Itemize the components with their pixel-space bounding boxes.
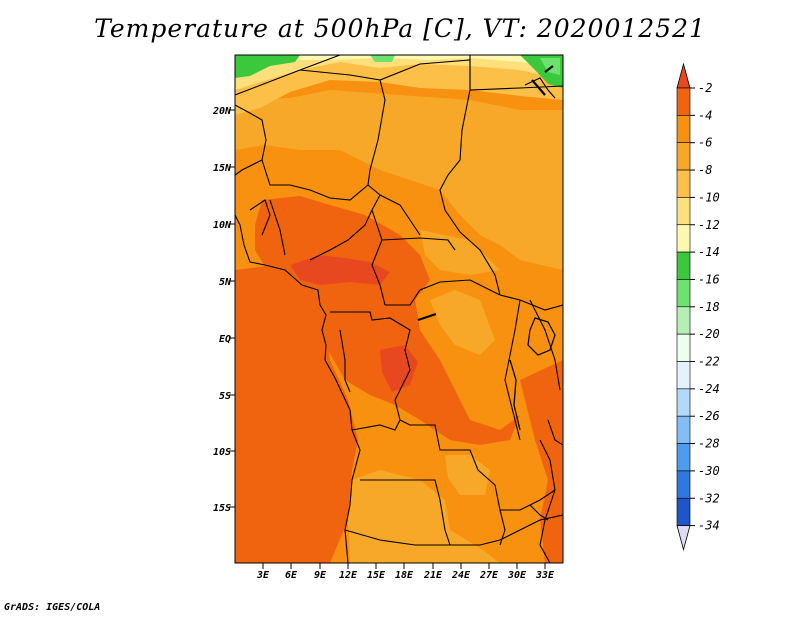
latitude-ticks <box>229 109 235 508</box>
longitude-labels: 3E 6E 9E 12E 15E 18E 21E 24E 27E 30E 33E <box>256 570 555 581</box>
colorbar-swatch <box>676 497 691 526</box>
colorbar-label: -2 <box>698 81 712 95</box>
colorbar-swatch <box>676 361 691 390</box>
lon-label-12e: 12E <box>339 570 358 581</box>
colorbar-swatch <box>676 87 691 116</box>
colorbar-swatch <box>676 443 691 472</box>
lon-label-30e: 30E <box>507 570 527 581</box>
lat-label-5s: 5S <box>219 391 231 402</box>
colorbar-label: -10 <box>698 190 720 204</box>
lon-label-27e: 27E <box>479 570 499 581</box>
lon-label-21e: 21E <box>423 570 443 581</box>
colorbar-swatch <box>676 415 691 444</box>
colorbar-bottom-arrow <box>676 525 691 552</box>
lat-label-eq: EQ <box>219 334 231 345</box>
colorbar: -2 -4 -6 -8 -10 -12 -14 -16 -18 -20 -22 -24 -26 -28 -3… <box>676 62 720 552</box>
colorbar-label: -22 <box>698 355 720 369</box>
map-frame <box>234 54 564 564</box>
colorbar-label: -4 <box>698 108 712 122</box>
colorbar-label: -18 <box>698 300 720 314</box>
lon-label-18e: 18E <box>395 570 414 581</box>
colorbar-label: -16 <box>698 272 720 286</box>
lat-label-15n: 15N <box>213 163 232 174</box>
lat-label-10s: 10S <box>213 447 231 458</box>
colorbar-swatch <box>676 279 691 308</box>
colorbar-swatch <box>676 169 691 198</box>
temperature-field <box>235 55 563 563</box>
colorbar-swatch <box>676 470 691 499</box>
latitude-labels: 20N 15N 10N 5N EQ 5S 10S 15S <box>212 106 232 514</box>
lake-outlines <box>417 65 554 322</box>
lat-label-10n: 10N <box>213 220 232 231</box>
colorbar-swatch <box>676 251 691 280</box>
lon-label-24e: 24E <box>451 570 471 581</box>
colorbar-swatch <box>676 306 691 335</box>
colorbar-label: -34 <box>698 519 720 533</box>
colorbar-label: -26 <box>698 409 720 423</box>
lat-label-20n: 20N <box>212 106 232 117</box>
colorbar-swatch <box>676 142 691 171</box>
lat-label-5n: 5N <box>219 277 232 288</box>
footer-credit: GrADS: IGES/COLA <box>4 602 101 613</box>
colorbar-label: -32 <box>698 491 720 505</box>
colorbar-label: -12 <box>698 218 720 232</box>
lon-label-15e: 15E <box>367 570 386 581</box>
colorbar-swatch <box>676 333 691 362</box>
country-borders <box>235 55 563 563</box>
colorbar-swatch <box>676 197 691 226</box>
lon-label-33e: 33E <box>535 570 555 581</box>
colorbar-label: -6 <box>698 136 712 150</box>
chart-title: Temperature at 500hPa [C], VT: 202001252… <box>94 14 706 43</box>
colorbar-swatch <box>676 115 691 143</box>
colorbar-label: -14 <box>698 245 720 259</box>
longitude-ticks <box>262 563 546 569</box>
lon-label-6e: 6E <box>285 570 298 581</box>
colorbar-label: -24 <box>698 382 720 396</box>
colorbar-label: -28 <box>698 437 720 451</box>
colorbar-label: -20 <box>698 327 720 341</box>
lon-label-3e: 3E <box>256 570 270 581</box>
lon-label-9e: 9E <box>314 570 327 581</box>
colorbar-top-arrow <box>676 62 691 89</box>
colorbar-swatch <box>676 388 691 417</box>
colorbar-swatch <box>676 224 691 253</box>
lat-label-15s: 15S <box>213 503 231 514</box>
colorbar-label: -8 <box>698 163 712 177</box>
colorbar-label: -30 <box>698 464 720 478</box>
